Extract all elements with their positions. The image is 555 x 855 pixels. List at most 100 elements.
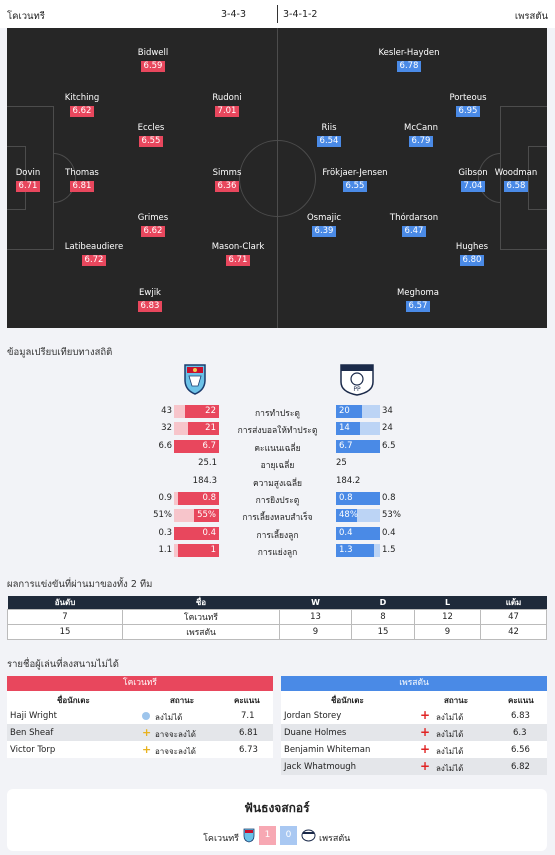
- home-stat-bar: 22: [174, 405, 219, 418]
- player-thomas[interactable]: Thomas 6.81: [65, 168, 99, 192]
- standings-title: ผลการแข่งขันที่ผ่านมาของทั้ง 2 ทีม: [7, 579, 153, 590]
- player-porteous[interactable]: Porteous 6.95: [449, 93, 487, 117]
- away-stat-total: 0.8: [382, 493, 396, 503]
- stat-row: 32 21 การส่งบอลให้ทำประตู 14 24: [0, 421, 555, 437]
- away-team-name: เพรสตัน: [514, 11, 548, 22]
- stat-row: 1.1 1 การแย่งลูก 1.3 1.5: [0, 543, 555, 559]
- away-formation: 3-4-1-2: [283, 9, 318, 20]
- preston-crest-icon: [301, 829, 316, 842]
- away-stat-total: 53%: [382, 510, 401, 521]
- away-stat-bar: 0.4: [336, 526, 380, 540]
- player-woodman[interactable]: Woodman 6.58: [494, 168, 538, 192]
- stat-label: การเลี้ยงหลบสำเร็จ: [242, 513, 313, 524]
- list-item: Benjamin Whiteman + ลงไม่ได้ 6.56: [284, 742, 530, 756]
- away-stat-bar: 1.3: [336, 544, 380, 558]
- player-meghoma[interactable]: Meghoma 6.57: [396, 288, 440, 312]
- away-score-vote[interactable]: 0: [280, 826, 297, 845]
- pitch: Dovin 6.71 Kitching 6.62 Thomas 6.81 Latibe…: [7, 28, 547, 328]
- stats-section-title: ข้อมูลเปรียบเทียบทางสถิติ: [7, 347, 113, 358]
- home-stat-avg: 55%: [194, 509, 219, 523]
- player-dovin[interactable]: Dovin 6.71: [15, 168, 41, 192]
- preston-crest-icon: PP: [340, 364, 374, 396]
- stat-row: 25.1 อายุเฉลี่ย 25: [0, 456, 555, 472]
- player-mccann[interactable]: McCann 6.79: [404, 123, 438, 147]
- stat-row: 51% 55% การเลี้ยงหลบสำเร็จ 48% 53%: [0, 508, 555, 524]
- center-circle: [239, 140, 316, 217]
- player-simms[interactable]: Simms 6.36: [212, 168, 242, 192]
- home-stat-bar: 0.4: [174, 526, 219, 540]
- injury-cross-icon: +: [420, 725, 431, 739]
- doubtful-icon: +: [142, 726, 152, 739]
- list-item: Duane Holmes + ลงไม่ได้ 6.3: [281, 724, 547, 741]
- player-eccles[interactable]: Eccles 6.55: [137, 123, 165, 147]
- away-stat-total: 34: [382, 406, 393, 416]
- stat-row: 184.3 ความสูงเฉลี่ย 184.2: [0, 474, 555, 490]
- player-thordarson[interactable]: Thórdarson 6.47: [389, 213, 439, 237]
- home-stat-value: 184.3: [192, 475, 217, 486]
- away-stat-avg: 20: [336, 405, 362, 418]
- player-rating: 6.80: [459, 255, 485, 266]
- list-item: Victor Torp + อาจจะลงได้ 6.73: [10, 743, 258, 756]
- away-stat-bar: 48%: [336, 509, 380, 523]
- home-score-vote[interactable]: 1: [259, 826, 276, 845]
- stat-row: 0.3 0.4 การเลี้ยงลูก 0.4 0.4: [0, 526, 555, 542]
- away-stat-total: 6.5: [382, 440, 396, 451]
- doubtful-icon: +: [142, 743, 152, 756]
- injuries-title: รายชื่อผู้เล่นที่ลงสนามไม่ได้: [7, 659, 119, 670]
- player-rating: 6.78: [396, 61, 422, 72]
- player-riis[interactable]: Riis 6.54: [284, 123, 374, 147]
- player-rating: 6.79: [408, 136, 434, 147]
- list-item: Jordan Storey + ลงไม่ได้ 6.83: [284, 708, 530, 722]
- player-rating: 6.47: [401, 226, 427, 237]
- list-item: Jack Whatmough + ลงไม่ได้ 6.82: [281, 758, 547, 775]
- fan-away-team: เพรสตัน: [319, 834, 351, 844]
- injury-cross-icon: +: [420, 759, 431, 773]
- home-stat-total: 43: [161, 406, 172, 416]
- col-w: W: [279, 596, 352, 610]
- player-frokjaer-jensen[interactable]: Frökjaer-Jensen 6.55: [322, 168, 388, 192]
- home-team-name: โคเวนทรี: [7, 11, 45, 22]
- player-latibeaudiere[interactable]: Latibeaudiere 6.72: [64, 242, 124, 266]
- player-rating: 6.95: [455, 106, 481, 117]
- player-hughes[interactable]: Hughes 6.80: [455, 242, 489, 266]
- home-stat-value: 25.1: [198, 458, 217, 469]
- player-kesler-hayden[interactable]: Kesler-Hayden 6.78: [378, 48, 440, 72]
- col-points: แต้ม: [480, 596, 547, 610]
- home-stat-avg: 0.8: [178, 492, 219, 505]
- injury-columns: ชื่อนักเตะ สถานะ คะแนน: [331, 696, 534, 705]
- svg-text:PP: PP: [353, 386, 361, 393]
- away-stat-bar: 0.8: [336, 492, 380, 505]
- player-osmajic[interactable]: Osmajic 6.39: [306, 213, 341, 237]
- player-rating: 6.59: [140, 61, 166, 72]
- away-stat-total: 1.5: [382, 545, 396, 556]
- stat-row: 43 22 การทำประตู 20 34: [0, 404, 555, 420]
- player-grimes[interactable]: Grimes 6.62: [137, 213, 169, 237]
- away-injuries-panel: เพรสตัน ชื่อนักเตะ สถานะ คะแนน Jordan St…: [281, 676, 547, 775]
- away-stat-bar: 20: [336, 405, 380, 418]
- home-stat-total: 1.1: [158, 545, 172, 556]
- home-stat-total: 6.6: [158, 440, 172, 451]
- player-ewjik[interactable]: Ewjik 6.83: [137, 288, 163, 312]
- stat-label: การยิงประตู: [255, 496, 300, 506]
- player-mason-clark[interactable]: Mason-Clark 6.71: [211, 242, 265, 266]
- stat-label: การทำประตู: [255, 409, 300, 419]
- player-bidwell[interactable]: Bidwell 6.59: [137, 48, 169, 72]
- player-rating: 6.71: [225, 255, 251, 266]
- stat-label: อายุเฉลี่ย: [260, 461, 295, 472]
- fan-home-team: โคเวนทรี: [203, 834, 239, 844]
- home-stat-total: 0.9: [158, 493, 172, 503]
- away-stat-avg: 6.7: [336, 439, 380, 453]
- player-rudoni[interactable]: Rudoni 7.01: [212, 93, 242, 117]
- player-kitching[interactable]: Kitching 6.62: [64, 93, 100, 117]
- injury-columns: ชื่อนักเตะ สถานะ คะแนน: [57, 696, 260, 705]
- stat-label: การเลี้ยงลูก: [256, 530, 299, 541]
- away-stat-total: 0.4: [382, 527, 396, 538]
- player-rating: 6.57: [405, 301, 431, 312]
- away-stat-bar: 6.7: [336, 439, 380, 453]
- player-gibson[interactable]: Gibson 7.04: [458, 168, 488, 192]
- player-rating: 6.72: [81, 255, 107, 266]
- coventry-crest-icon: [184, 364, 206, 395]
- player-rating: 6.62: [140, 226, 166, 237]
- player-rating: 7.01: [214, 106, 240, 117]
- list-item: Haji Wright ลงไม่ได้ 7.1: [10, 711, 255, 722]
